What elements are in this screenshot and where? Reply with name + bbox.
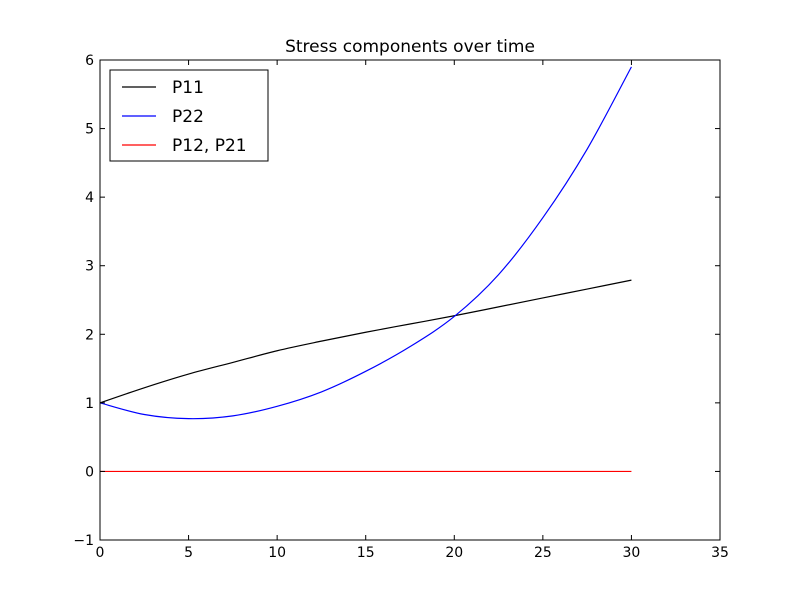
x-tick-label: 25 <box>534 545 552 561</box>
x-tick-label: 5 <box>184 545 193 561</box>
legend-label-2: P12, P21 <box>172 136 247 156</box>
x-tick-label: 20 <box>445 545 463 561</box>
y-tick-label: 6 <box>85 53 94 69</box>
y-tick-label: −1 <box>73 533 94 549</box>
series-line-0 <box>99 279 632 404</box>
x-tick-label: 35 <box>711 545 729 561</box>
series-line-1 <box>99 66 632 420</box>
plot-frame <box>99 59 721 541</box>
legend-label-1: P22 <box>172 107 204 127</box>
y-tick-label: 3 <box>85 259 94 275</box>
y-tick-label: 4 <box>85 190 94 206</box>
plot-area <box>99 66 632 473</box>
x-tick-label: 30 <box>623 545 641 561</box>
x-tick-label: 15 <box>357 545 375 561</box>
legend-label-0: P11 <box>172 78 204 98</box>
x-tick-label: 0 <box>96 545 105 561</box>
y-tick-label: 1 <box>85 396 94 412</box>
chart-title: Stress components over time <box>285 37 535 57</box>
y-tick-label: 2 <box>85 327 94 343</box>
y-tick-label: 5 <box>85 122 94 138</box>
x-tick-label: 10 <box>268 545 286 561</box>
legend: P11 P22 P12, P21 <box>109 69 269 162</box>
y-tick-label: 0 <box>85 464 94 480</box>
